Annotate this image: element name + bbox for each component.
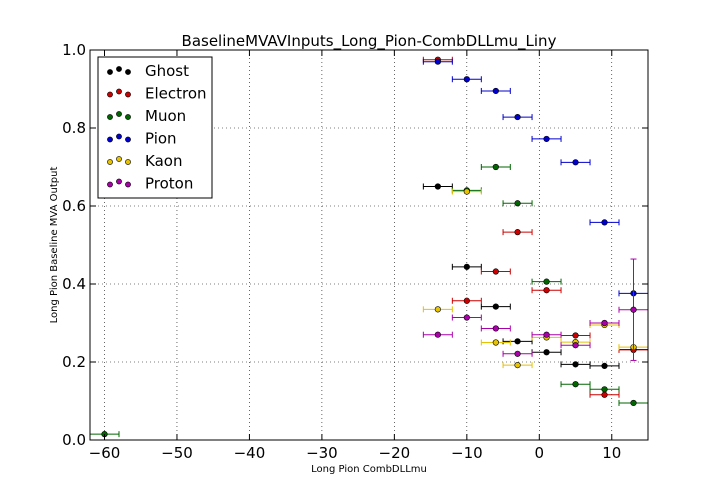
y-tick-label: 0.8 xyxy=(62,119,86,137)
legend-marker xyxy=(116,111,122,117)
legend-marker xyxy=(116,66,122,72)
legend-marker xyxy=(107,69,113,75)
data-point xyxy=(434,58,441,65)
y-tick-label: 0.4 xyxy=(62,275,86,293)
data-point xyxy=(463,263,470,270)
data-point xyxy=(601,219,608,226)
data-point xyxy=(543,287,550,294)
x-axis-label: Long Pion CombDLLmu xyxy=(311,464,427,475)
data-point xyxy=(434,306,441,313)
legend-marker xyxy=(125,114,131,120)
data-point xyxy=(601,319,608,327)
data-point xyxy=(572,381,579,388)
x-tick-label: 10 xyxy=(602,444,621,462)
legend-marker xyxy=(125,69,131,75)
data-point xyxy=(463,297,470,304)
y-tick-label: 0.0 xyxy=(62,431,86,449)
data-point xyxy=(492,268,499,275)
data-point xyxy=(601,386,608,393)
legend-box xyxy=(97,56,213,199)
y-tick-label: 1.0 xyxy=(62,41,86,59)
data-point xyxy=(630,306,637,313)
legend-marker xyxy=(107,114,113,120)
data-point xyxy=(572,159,579,166)
data-point xyxy=(572,332,579,339)
legend-label-ghost: Ghost xyxy=(145,62,189,80)
data-point xyxy=(514,229,521,236)
series-proton xyxy=(422,258,649,361)
data-point xyxy=(463,188,470,195)
data-point xyxy=(434,331,441,338)
data-point xyxy=(543,331,550,338)
data-point xyxy=(543,135,550,143)
series-ghost xyxy=(422,183,649,370)
legend-marker xyxy=(125,91,131,98)
data-point xyxy=(463,314,470,321)
legend-marker xyxy=(116,133,122,140)
legend-marker xyxy=(107,181,113,188)
y-tick-label: 0.2 xyxy=(62,353,86,371)
legend-marker xyxy=(116,178,122,185)
legend-marker xyxy=(125,159,131,165)
series-muon xyxy=(89,163,649,438)
series-pion xyxy=(422,58,649,297)
x-tick-label: −40 xyxy=(234,444,266,462)
x-tick-label: −10 xyxy=(451,444,483,462)
data-point xyxy=(572,342,579,349)
data-point xyxy=(492,87,499,95)
axis-ticks xyxy=(90,49,648,441)
legend-label-proton: Proton xyxy=(145,175,193,193)
x-tick-label: −60 xyxy=(89,444,121,462)
plot-frame xyxy=(89,49,649,441)
legend-marker xyxy=(125,136,131,143)
legend-label-pion: Pion xyxy=(145,130,177,148)
legend-label-electron: Electron xyxy=(145,85,207,103)
data-layer xyxy=(89,56,649,438)
data-point xyxy=(514,362,521,369)
data-point xyxy=(601,362,608,370)
x-tick-label: −20 xyxy=(379,444,411,462)
legend: Ghost Electron Muon Pion Kaon Proton xyxy=(97,56,213,199)
data-point xyxy=(514,338,521,345)
legend-marker xyxy=(125,181,131,188)
data-point xyxy=(543,349,550,356)
legend-marker xyxy=(116,88,122,95)
data-point xyxy=(630,399,637,407)
series-electron xyxy=(422,56,649,398)
series-kaon xyxy=(422,188,649,369)
data-point xyxy=(492,303,499,310)
legend-marker xyxy=(116,156,122,162)
x-tick-label: 0 xyxy=(535,444,545,462)
data-point xyxy=(543,278,550,285)
data-point xyxy=(514,200,521,207)
data-point xyxy=(572,361,579,368)
legend-marker xyxy=(107,91,113,98)
data-point xyxy=(492,325,499,332)
x-tick-label: −50 xyxy=(161,444,193,462)
data-point xyxy=(514,113,521,121)
legend-marker xyxy=(107,136,113,143)
data-point xyxy=(463,76,470,83)
legend-label-muon: Muon xyxy=(145,107,186,125)
chart-title: BaselineMVAVInputs_Long_Pion-CombDLLmu_L… xyxy=(182,32,557,51)
data-point xyxy=(492,163,499,171)
data-point xyxy=(492,339,499,346)
data-point xyxy=(514,350,521,357)
legend-marker xyxy=(107,159,113,165)
tick-labels: −60 −50 −40 −30 −20 −10 0 10 0.0 0.2 0.4 0.6 0.8 1.0 xyxy=(62,41,621,462)
data-point xyxy=(601,391,608,398)
legend-label-kaon: Kaon xyxy=(145,152,182,170)
x-tick-label: −30 xyxy=(306,444,338,462)
data-point xyxy=(434,183,441,190)
y-tick-label: 0.6 xyxy=(62,197,86,215)
y-axis-label: Long Pion Baseline MVA Output xyxy=(49,167,60,324)
